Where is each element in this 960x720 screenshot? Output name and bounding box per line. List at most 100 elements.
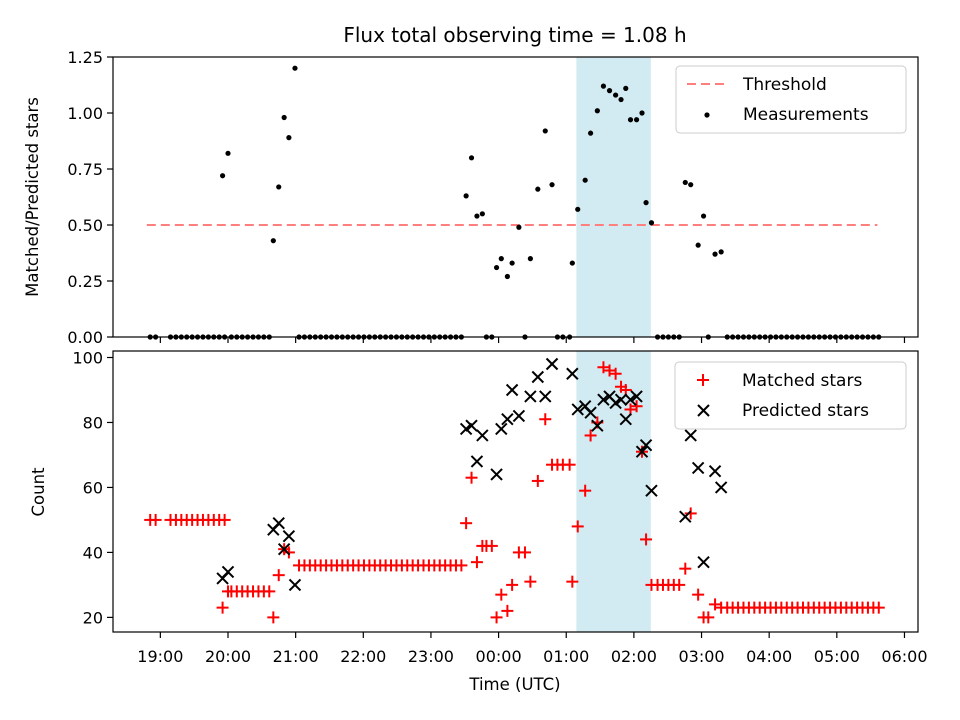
bottom-x-tick-label: 01:00 [543,647,589,666]
measurement-point [549,182,555,188]
predicted-star-point [714,481,728,494]
measurement-point [270,238,276,244]
top-axes-frame [112,56,919,338]
bottom-x-tick-label: 05:00 [814,647,860,666]
predicted-star-point [624,393,637,406]
bottom-y-tick-label: 60 [83,478,103,497]
predicted-star-point [708,464,722,478]
measurement-point [712,251,718,257]
predicted-star-point [539,390,552,403]
bottom-x-tick-label: 20:00 [205,647,251,666]
predicted-star-point [697,555,710,569]
top-x-ticks [159,337,906,343]
matched-star-point [609,367,622,380]
matched-star-point [282,546,295,559]
matched-star-point [539,413,552,426]
measurement-point [688,182,694,188]
measurement-point [639,110,645,116]
measurement-point [281,114,287,121]
predicted-star-point [505,383,519,397]
measurement-point [575,206,581,212]
matched-star-point [495,588,508,601]
top-legend-box [675,65,907,134]
predicted-star-point [282,529,296,543]
measurement-point [594,108,600,114]
bottom-x-tick-label: 04:00 [746,647,792,666]
x-axis-label: Time (UTC) [468,675,560,694]
predicted-star-point [566,367,579,380]
matched-star-point [524,575,537,588]
bottom-x-tick-label: 21:00 [273,647,319,666]
matched-star-point [684,507,697,520]
measurement-point [463,193,469,199]
top-y-ticks: 0.00 0.25 0.50 0.75 1.00 1.25 [67,48,113,347]
matched-star-point [566,575,579,588]
matched-star-point [490,611,503,624]
predicted-star-point [635,445,649,458]
bottom-y-ticks: 20 40 60 80 100 [72,348,113,627]
bottom-x-tick-label: 03:00 [678,647,724,666]
matched-star-point [709,598,722,611]
bottom-y-tick-label: 100 [72,348,103,367]
top-y-tick-label: 0.25 [67,272,103,291]
measurement-point [587,130,594,136]
predicted-star-point [272,516,285,530]
bottom-x-tick-label: 19:00 [137,647,183,666]
chart-title: Flux total observing time = 1.08 h [343,23,686,47]
bottom-x-tick-label: 22:00 [340,647,386,666]
measurement-point [479,211,485,217]
legend-measurements-label: Measurements [743,105,869,125]
bottom-axes-frame [112,350,919,633]
matched-stars-points [144,361,885,624]
top-y-axis-label: Matched/Predicted stars [23,97,42,297]
predicted-star-point [691,461,705,475]
matched-star-point [679,562,692,575]
matched-star-point [579,484,592,497]
bottom-y-tick-label: 80 [83,413,103,432]
measurement-point [648,220,655,226]
predicted-stars-points [216,357,728,592]
matched-star-point [506,578,519,591]
measurement-point [718,249,724,255]
matched-star-point [501,604,514,617]
matched-star-point [640,533,653,546]
predicted-star-point [501,413,514,426]
measurement-point [468,155,475,161]
measurement-point [618,96,624,103]
predicted-star-point [524,390,537,403]
predicted-star-point [584,406,597,419]
top-y-tick-label: 1.25 [67,48,103,67]
measurement-point [493,264,500,271]
measurement-point [627,117,634,123]
matched-star-point [603,364,616,377]
bottom-legend-box [674,361,907,430]
predicted-star-point [645,484,658,497]
measurement-point [569,260,575,266]
predicted-star-point [512,409,526,423]
predicted-star-point [288,578,302,592]
predicted-star-point [470,455,484,468]
predicted-star-point [495,422,508,436]
measurement-point [582,177,588,183]
predicted-star-point [490,468,503,481]
legend-matched-label: Matched stars [742,371,862,391]
measurement-point [527,256,533,262]
bottom-y-axis-label: Count [29,467,48,517]
bottom-y-tick-label: 40 [83,543,103,562]
legend-matched-swatch [697,374,709,386]
matched-star-point [272,569,285,582]
predicted-star-point [277,542,291,556]
measurement-point [600,83,607,89]
predicted-star-point [531,370,545,384]
predicted-star-point [571,403,584,416]
top-y-tick-label: 1.00 [67,104,103,123]
top-panel: 0.00 0.25 0.50 0.75 1.00 1.25 Matched/Predict… [23,48,919,347]
predicted-star-point [545,357,559,371]
matched-star-point [216,601,229,614]
predicted-star-point [614,393,628,406]
bottom-x-tick-label: 06:00 [881,647,927,666]
measurement-point [695,242,701,248]
measurement-point [535,186,541,192]
bottom-legend: Matched stars Predicted stars [674,361,907,430]
top-y-tick-label: 0.50 [67,216,103,235]
